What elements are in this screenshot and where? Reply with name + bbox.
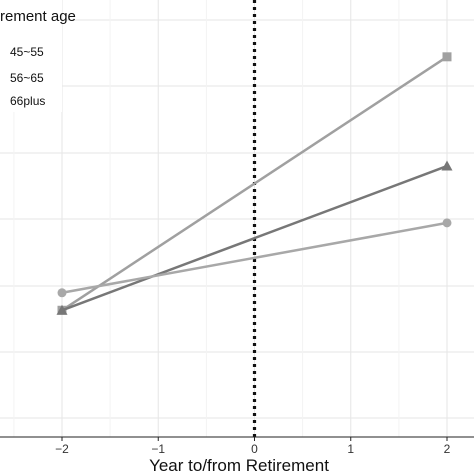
legend-entry-56-65: 56~65 [10,71,44,85]
legend-title: rement age [0,8,76,25]
legend-entry-66plus: 66plus [10,94,46,108]
series-line-56~65 [61,164,448,312]
point-56~65-1 [441,160,453,171]
x-tick-label-1: −1 [151,442,165,456]
x-tick-label-3: 1 [347,442,354,456]
legend: rement age 45~55 56~65 66plus [0,0,76,112]
x-tick-label-2: 0 [251,442,258,456]
point-66plus-1 [442,218,452,228]
x-tick-label-0: −2 [55,442,69,456]
series-group [56,52,453,315]
point-66plus-0 [57,288,67,298]
series-line-45~55 [61,55,448,312]
series-line-66plus [61,221,448,295]
x-axis-label: Year to/from Retirement [149,456,329,475]
x-tick-label-4: 2 [444,442,451,456]
point-45~55-1 [442,52,452,62]
point-56~65-0 [56,304,68,315]
x-axis: −2 −1 0 1 2 [0,436,474,456]
legend-entry-45-55: 45~55 [10,45,44,59]
grid [0,0,474,437]
